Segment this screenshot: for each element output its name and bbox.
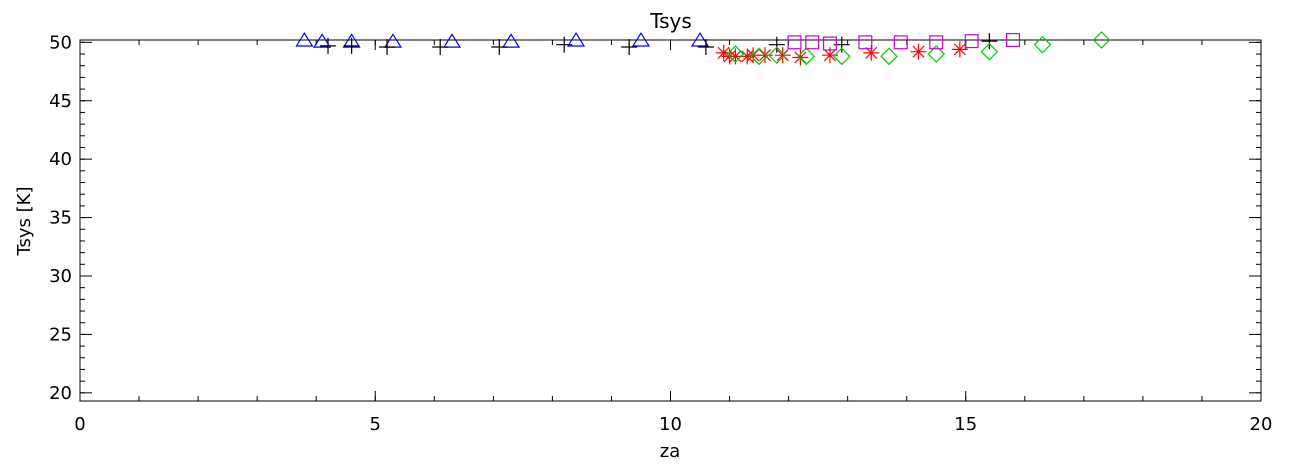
axes-frame: 0 5 10 15 20 20 25 30 35 40 45 50 <box>49 32 1272 435</box>
y-tick-label: 20 <box>49 383 72 404</box>
data-point-triangle <box>690 32 710 47</box>
data-point-diamond <box>750 47 768 66</box>
data-point-plus <box>343 37 360 54</box>
data-point-plus <box>556 36 573 53</box>
plot-frame <box>79 39 1262 402</box>
data-point-triangle <box>295 32 314 47</box>
data-point-diamond <box>797 47 816 66</box>
data-point-diamond <box>980 42 999 61</box>
x-tick-label: 20 <box>1250 414 1273 435</box>
data-point-diamond <box>927 45 946 63</box>
data-point-asterisk <box>792 49 809 66</box>
data-point-diamond <box>726 45 745 63</box>
data-point-square <box>1005 32 1020 47</box>
x-tick-label: 0 <box>74 414 85 435</box>
data-point-plus <box>379 39 396 56</box>
chart-title: Tsys <box>649 9 692 33</box>
data-point-square <box>964 34 979 49</box>
data-point-square <box>893 35 908 50</box>
data-point-asterisk <box>756 47 773 64</box>
data-point-asterisk <box>774 47 791 64</box>
data-point-triangle <box>501 33 521 48</box>
y-tick-label: 30 <box>49 266 72 287</box>
x-tick-label: 10 <box>659 414 682 435</box>
data-point-diamond <box>1092 31 1111 49</box>
data-point-square <box>822 36 837 51</box>
y-tick-label: 40 <box>49 149 72 170</box>
data-point-diamond <box>832 47 851 66</box>
data-point-diamond <box>767 46 786 65</box>
y-tick-label: 25 <box>49 324 72 345</box>
data-point-triangle <box>313 33 332 48</box>
x-axis-label: za <box>660 441 680 462</box>
data-markers <box>295 31 1111 66</box>
data-point-square <box>805 35 820 50</box>
x-tick-label: 5 <box>370 414 381 435</box>
data-point-plus <box>320 37 337 54</box>
data-point-plus <box>432 39 449 56</box>
data-point-plus <box>981 33 998 50</box>
data-point-plus <box>621 39 638 56</box>
y-tick-label: 35 <box>49 208 72 229</box>
data-point-square <box>929 35 944 50</box>
y-tick-label: 50 <box>49 32 72 53</box>
data-point-square <box>858 35 873 50</box>
data-point-diamond <box>1033 35 1052 54</box>
data-point-asterisk <box>910 43 927 60</box>
y-tick-label: 45 <box>49 91 72 112</box>
data-point-plus <box>491 39 508 56</box>
data-point-diamond <box>880 47 898 66</box>
data-point-asterisk <box>951 41 968 58</box>
data-point-plus <box>697 39 714 56</box>
data-point-triangle <box>631 32 651 47</box>
x-tick-label: 15 <box>954 414 977 435</box>
data-point-triangle <box>566 32 586 47</box>
data-point-triangle <box>442 33 462 48</box>
y-axis-label: Tsys [K] <box>14 187 35 257</box>
data-point-square <box>787 35 802 50</box>
